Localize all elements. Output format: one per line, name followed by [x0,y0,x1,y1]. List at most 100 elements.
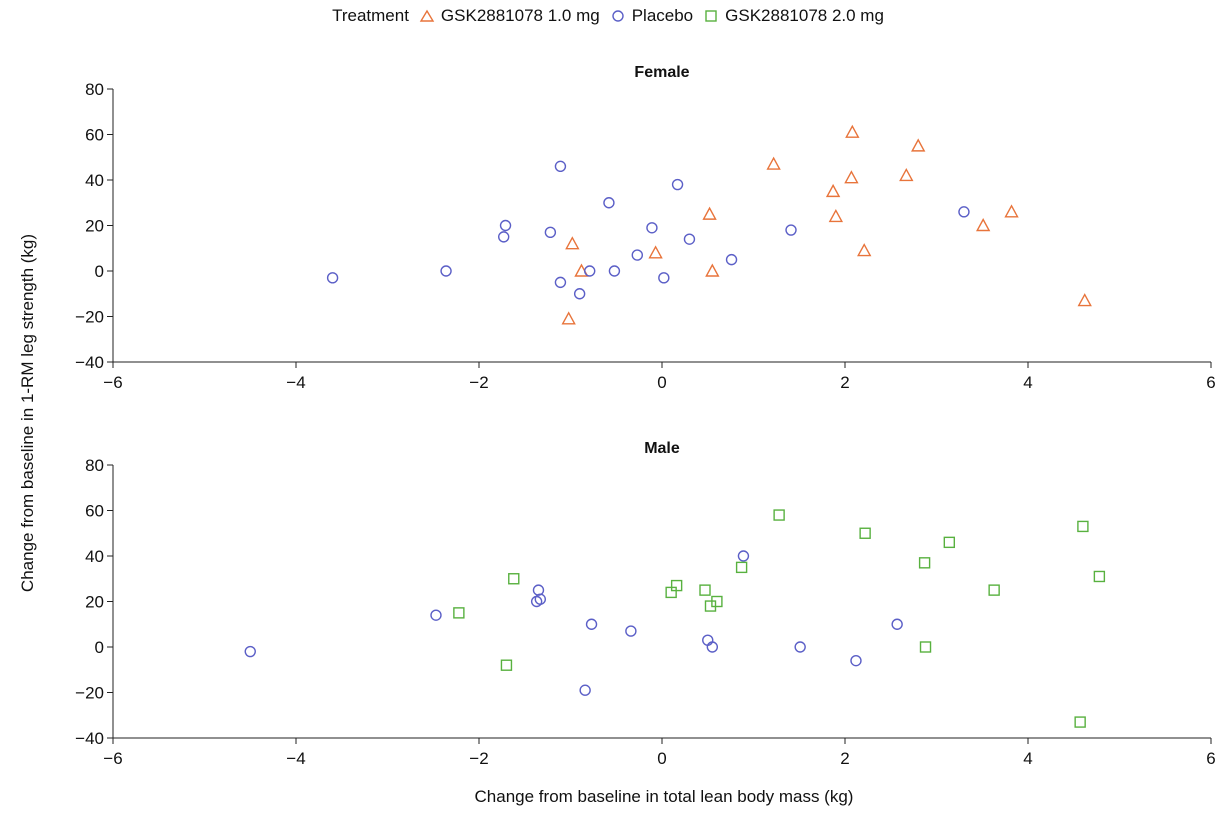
point-2mg-male [711,595,723,608]
y-tick-label-female: 20 [85,217,104,236]
point-placebo-male [244,645,256,658]
point-2mg-male [919,641,932,653]
point-1mg-female [1004,204,1019,218]
point-1mg-female [828,208,844,223]
point-1mg-female [825,183,841,198]
point-2mg-male [735,561,748,574]
point-placebo-female [785,224,797,236]
x-tick-label-male: 2 [840,749,849,768]
y-tick-label-male: 0 [95,638,104,657]
point-placebo-female [646,222,658,234]
point-1mg-female [1077,293,1092,307]
point-1mg-female [702,206,717,220]
x-tick-label-female: 2 [840,373,849,392]
point-1mg-female [844,170,859,184]
point-2mg-male [500,659,513,671]
point-placebo-male [737,550,750,562]
x-tick-label-female: 6 [1206,373,1215,392]
x-tick-label-female: −2 [469,373,488,392]
point-2mg-male [988,584,1000,596]
point-placebo-male [850,654,862,667]
point-1mg-female [648,245,663,259]
y-tick-label-male: 40 [85,547,104,566]
point-placebo-female [326,272,339,284]
x-tick-label-male: −4 [286,749,305,768]
y-tick-label-female: −40 [75,353,104,372]
x-axis-label: Change from baseline in total lean body … [474,787,854,806]
point-placebo-female [584,265,596,277]
y-tick-label-female: 0 [95,262,104,281]
point-2mg-male [1077,520,1089,533]
y-tick-label-male: 80 [85,456,104,475]
y-tick-label-female: −20 [75,308,104,327]
point-placebo-female [958,206,970,218]
point-2mg-male [943,536,956,549]
point-1mg-female [561,311,576,325]
point-1mg-female [766,156,781,170]
y-tick-label-male: 20 [85,593,104,612]
point-2mg-male [508,573,520,585]
point-2mg-male [918,557,931,569]
x-tick-label-male: 4 [1023,749,1032,768]
legend-label-2mg: GSK2881078 2.0 mg [725,6,884,25]
point-placebo-male [706,641,719,653]
y-tick-label-female: 60 [85,126,104,145]
x-tick-label-male: 6 [1206,749,1215,768]
x-tick-label-male: −2 [469,749,488,768]
point-placebo-male [430,609,442,621]
point-1mg-female [911,138,926,152]
point-placebo-female [440,265,452,277]
point-1mg-female [565,236,580,250]
legend-item-1mg: GSK2881078 1.0 mg [419,6,600,26]
point-1mg-female [899,167,914,182]
x-tick-label-male: −6 [103,749,122,768]
point-placebo-male [625,625,637,637]
point-placebo-female [498,231,510,243]
point-placebo-female [554,160,567,173]
y-tick-label-female: 80 [85,80,104,99]
point-1mg-female [975,218,991,232]
point-2mg-male [699,584,711,596]
point-placebo-female [544,226,557,239]
point-2mg-male [670,579,683,592]
point-placebo-female [603,197,615,209]
legend: Treatment GSK2881078 1.0 mg Placebo GSK2… [0,6,1216,26]
x-tick-label-female: −6 [103,373,122,392]
point-placebo-male [579,684,591,696]
point-placebo-male [534,593,547,605]
point-placebo-female [573,288,586,300]
point-placebo-female [554,276,567,289]
point-placebo-female [683,233,696,245]
y-axis-label: Change from baseline in 1-RM leg strengt… [18,233,37,593]
point-2mg-male [859,527,871,539]
point-placebo-female [608,265,621,277]
y-tick-label-male: −20 [75,684,104,703]
point-placebo-male [585,618,598,630]
legend-item-placebo: Placebo [610,6,693,26]
legend-item-2mg: GSK2881078 2.0 mg [703,6,884,26]
point-placebo-male [532,584,545,596]
point-2mg-male [453,607,465,619]
x-tick-label-female: −4 [286,373,305,392]
point-placebo-male [794,641,806,653]
legend-label-1mg: GSK2881078 1.0 mg [440,6,600,25]
y-tick-label-male: −40 [75,729,104,748]
circle-marker-icon [612,10,624,22]
triangle-marker-icon [419,9,435,22]
point-2mg-male [1074,716,1086,728]
point-placebo-female [658,272,670,284]
point-placebo-male [891,618,903,630]
y-tick-label-male: 60 [85,502,104,521]
point-2mg-male [1093,570,1106,583]
point-placebo-female [725,253,738,266]
x-tick-label-male: 0 [657,749,666,768]
point-placebo-female [499,219,512,232]
legend-label-placebo: Placebo [631,6,694,25]
x-tick-label-female: 4 [1023,373,1032,392]
point-1mg-female [705,263,720,277]
panel-title-male: Male [644,440,680,457]
point-2mg-male [773,509,785,521]
panel-title-female: Female [634,64,689,81]
legend-title: Treatment [332,6,409,25]
